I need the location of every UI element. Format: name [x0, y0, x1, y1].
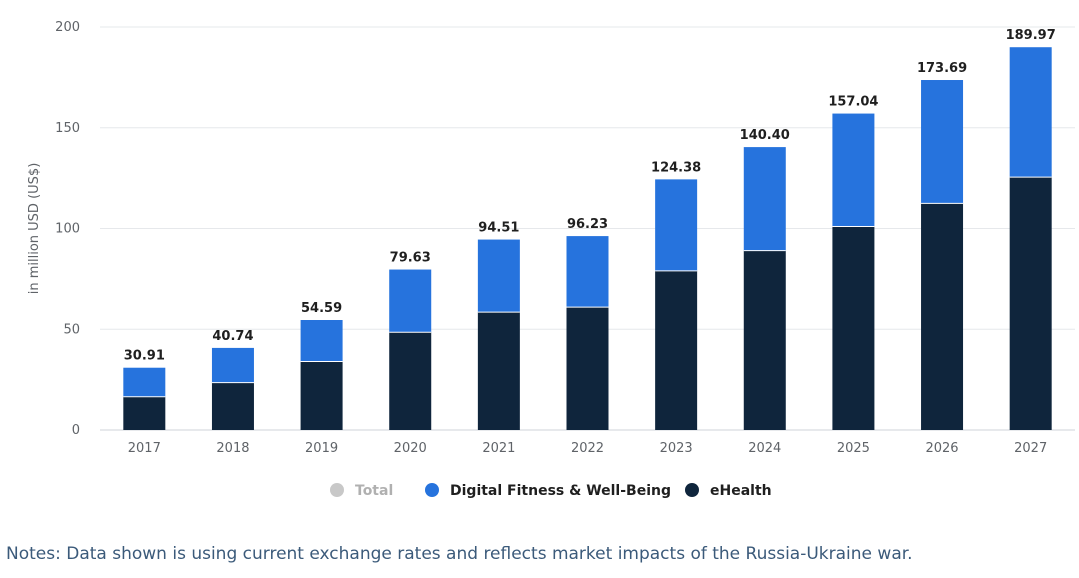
x-tick-label-2021: 2021 [482, 441, 515, 456]
bar-digital-fitness-well-being-2024 [743, 147, 786, 251]
total-label-2021: 94.51 [478, 221, 519, 236]
grid-lines [100, 26, 1075, 431]
x-tick-label-2025: 2025 [837, 441, 870, 456]
legend-item-ehealth[interactable]: eHealth [685, 483, 772, 499]
bar-digital-fitness-well-being-2019 [300, 320, 343, 362]
bar-digital-fitness-well-being-2021 [477, 239, 520, 313]
y-tick-label: 0 [72, 423, 80, 438]
stacked-bar-chart: 0 50 100 150 200 in million USD (US$) 30.91 4… [27, 20, 1075, 499]
bar-ehealth-2023 [655, 270, 698, 430]
bar-digital-fitness-well-being-2018 [211, 347, 254, 383]
x-tick-label-2018: 2018 [216, 441, 249, 456]
bar-digital-fitness-well-being-2025 [832, 113, 875, 227]
legend-label: Total [355, 483, 393, 499]
legend-label: eHealth [710, 483, 772, 499]
x-tick-label-2020: 2020 [394, 441, 427, 456]
bars [123, 47, 1052, 430]
total-label-2018: 40.74 [212, 329, 253, 344]
x-tick-label-2017: 2017 [128, 441, 161, 456]
y-axis-label: in million USD (US$) [27, 163, 42, 295]
y-axis-ticks: 0 50 100 150 200 [55, 20, 80, 438]
x-axis-ticks: 2017 2018 2019 2020 2021 2022 2023 2024 2025 2026… [128, 441, 1047, 456]
bar-ehealth-2022 [566, 307, 609, 430]
bar-digital-fitness-well-being-2026 [921, 80, 964, 204]
bar-ehealth-2018 [211, 382, 254, 430]
total-label-2027: 189.97 [1006, 28, 1056, 43]
bar-digital-fitness-well-being-2022 [566, 236, 609, 308]
bar-ehealth-2017 [123, 396, 166, 430]
legend-item-total[interactable]: Total [330, 483, 393, 499]
bar-digital-fitness-well-being-2020 [389, 269, 432, 333]
bar-ehealth-2025 [832, 226, 875, 430]
legend-item-digital-fitness-well-being[interactable]: Digital Fitness & Well-Being [425, 483, 671, 499]
total-label-2022: 96.23 [567, 217, 608, 232]
chart-notes: Notes: Data shown is using current excha… [6, 544, 913, 564]
total-label-2019: 54.59 [301, 301, 342, 316]
bar-ehealth-2021 [477, 312, 520, 430]
total-label-2017: 30.91 [124, 349, 165, 364]
y-tick-label: 100 [55, 222, 80, 237]
legend-label: Digital Fitness & Well-Being [450, 483, 671, 499]
total-label-2024: 140.40 [740, 128, 790, 143]
x-tick-label-2026: 2026 [925, 441, 958, 456]
legend-marker [685, 483, 699, 497]
legend: Total Digital Fitness & Well-Being eHealth [330, 483, 772, 499]
total-label-2025: 157.04 [828, 95, 878, 110]
y-tick-label: 50 [63, 322, 80, 337]
total-label-2026: 173.69 [917, 61, 967, 76]
bar-ehealth-2026 [921, 203, 964, 430]
y-tick-label: 150 [55, 121, 80, 136]
x-tick-label-2024: 2024 [748, 441, 781, 456]
bar-ehealth-2020 [389, 332, 432, 430]
total-label-2020: 79.63 [390, 251, 431, 266]
bar-digital-fitness-well-being-2023 [655, 179, 698, 271]
total-labels: 30.91 40.74 54.59 79.63 94.51 96.23 124.38 140.… [124, 28, 1056, 364]
x-tick-label-2019: 2019 [305, 441, 338, 456]
bar-ehealth-2024 [743, 250, 786, 430]
x-tick-label-2023: 2023 [660, 441, 693, 456]
legend-marker [425, 483, 439, 497]
bar-digital-fitness-well-being-2017 [123, 367, 166, 397]
bar-digital-fitness-well-being-2027 [1009, 47, 1052, 178]
bar-ehealth-2019 [300, 361, 343, 430]
legend-marker [330, 483, 344, 497]
bar-ehealth-2027 [1009, 177, 1052, 430]
total-label-2023: 124.38 [651, 160, 701, 175]
x-tick-label-2027: 2027 [1014, 441, 1047, 456]
y-tick-label: 200 [55, 20, 80, 35]
x-tick-label-2022: 2022 [571, 441, 604, 456]
